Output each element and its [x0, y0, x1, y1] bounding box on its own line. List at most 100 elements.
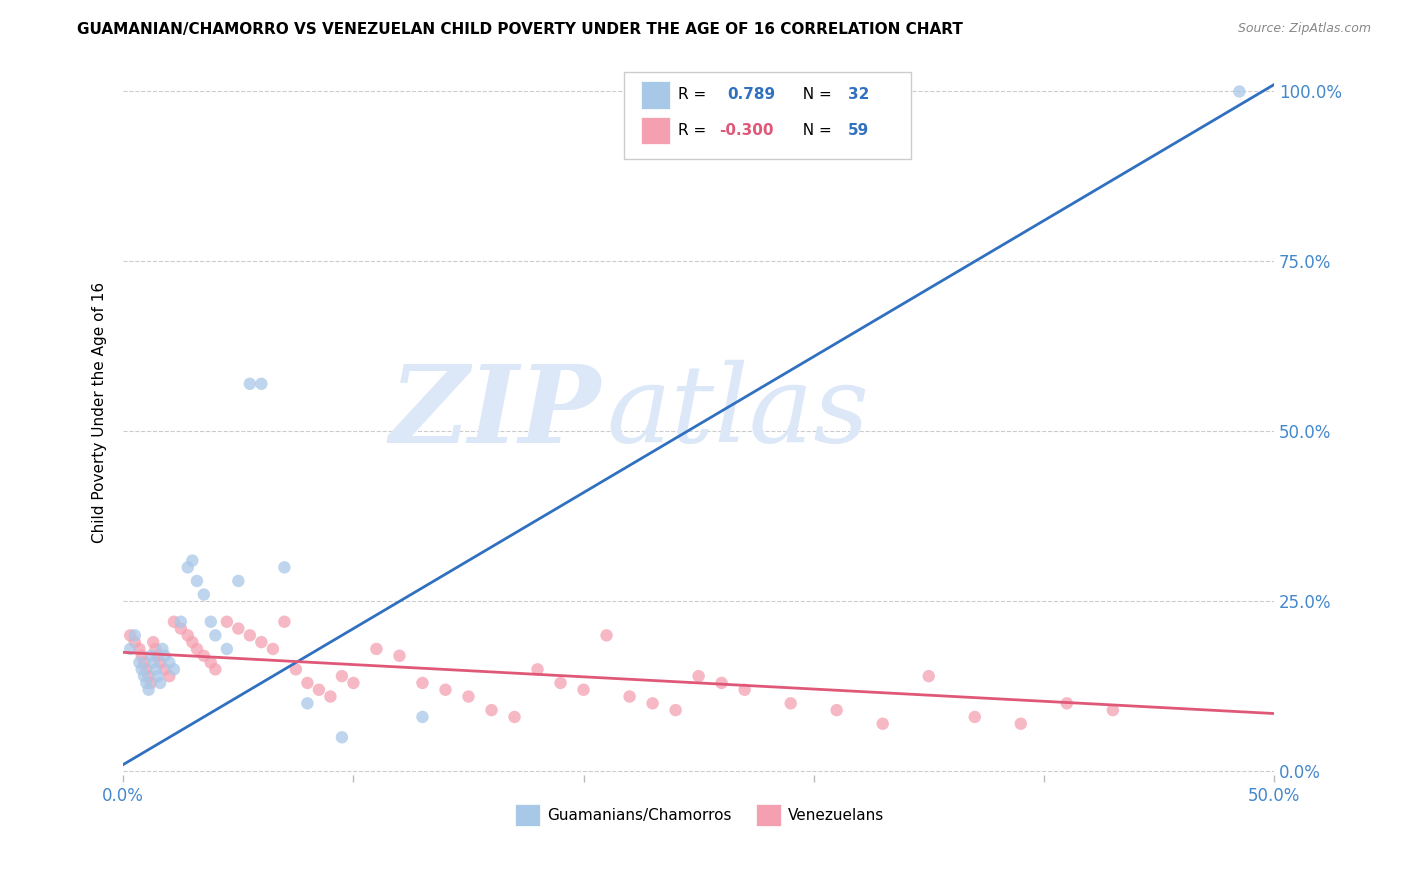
- Point: [1010, 716, 1032, 731]
- FancyBboxPatch shape: [624, 72, 911, 160]
- Point: [157, 656, 180, 670]
- Point: [411, 710, 433, 724]
- Text: atlas: atlas: [606, 360, 869, 466]
- Point: [149, 676, 172, 690]
- Point: [145, 642, 167, 657]
- Point: [132, 669, 155, 683]
- Text: Venezuelans: Venezuelans: [789, 808, 884, 822]
- Text: ZIP: ZIP: [389, 359, 600, 466]
- Point: [124, 628, 146, 642]
- Point: [330, 731, 353, 745]
- Point: [297, 696, 319, 710]
- Point: [239, 628, 262, 642]
- Point: [595, 628, 617, 642]
- Point: [142, 635, 165, 649]
- Point: [120, 628, 142, 642]
- Point: [228, 622, 250, 636]
- Text: N =: N =: [793, 87, 837, 103]
- Point: [319, 690, 342, 704]
- Point: [146, 648, 169, 663]
- Point: [872, 716, 894, 731]
- Point: [825, 703, 848, 717]
- Point: [262, 642, 284, 657]
- Point: [139, 648, 162, 663]
- Point: [204, 662, 226, 676]
- Point: [284, 662, 307, 676]
- Point: [170, 622, 193, 636]
- Point: [550, 676, 572, 690]
- FancyBboxPatch shape: [756, 805, 782, 826]
- Point: [918, 669, 941, 683]
- Point: [146, 669, 169, 683]
- Point: [411, 676, 433, 690]
- Point: [138, 669, 160, 683]
- Point: [177, 560, 200, 574]
- Point: [250, 635, 273, 649]
- Point: [186, 642, 208, 657]
- Point: [342, 676, 364, 690]
- Point: [228, 574, 250, 588]
- Point: [153, 662, 176, 676]
- Point: [526, 662, 548, 676]
- Point: [177, 628, 200, 642]
- Point: [193, 648, 215, 663]
- Point: [734, 682, 756, 697]
- Point: [330, 669, 353, 683]
- Point: [138, 682, 160, 697]
- Point: [688, 669, 710, 683]
- Point: [572, 682, 595, 697]
- Text: -0.300: -0.300: [720, 123, 773, 138]
- Text: Source: ZipAtlas.com: Source: ZipAtlas.com: [1237, 22, 1371, 36]
- Point: [170, 615, 193, 629]
- Point: [124, 635, 146, 649]
- Y-axis label: Child Poverty Under the Age of 16: Child Poverty Under the Age of 16: [93, 282, 107, 543]
- Point: [139, 676, 162, 690]
- Point: [181, 635, 204, 649]
- Point: [145, 662, 167, 676]
- Point: [186, 574, 208, 588]
- Point: [200, 656, 222, 670]
- Point: [120, 642, 142, 657]
- Point: [1229, 85, 1251, 99]
- Text: 0.789: 0.789: [727, 87, 776, 103]
- Point: [297, 676, 319, 690]
- Text: Guamanians/Chamorros: Guamanians/Chamorros: [547, 808, 731, 822]
- Point: [157, 669, 180, 683]
- FancyBboxPatch shape: [515, 805, 540, 826]
- Point: [128, 642, 150, 657]
- Point: [200, 615, 222, 629]
- Point: [1101, 703, 1123, 717]
- Point: [215, 642, 238, 657]
- Point: [135, 662, 157, 676]
- Point: [273, 615, 295, 629]
- Point: [128, 656, 150, 670]
- Point: [481, 703, 503, 717]
- Point: [710, 676, 733, 690]
- Point: [250, 376, 273, 391]
- Text: 32: 32: [848, 87, 869, 103]
- Point: [963, 710, 986, 724]
- FancyBboxPatch shape: [641, 81, 669, 109]
- Point: [132, 656, 155, 670]
- Point: [149, 656, 172, 670]
- Point: [163, 615, 186, 629]
- Text: GUAMANIAN/CHAMORRO VS VENEZUELAN CHILD POVERTY UNDER THE AGE OF 16 CORRELATION C: GUAMANIAN/CHAMORRO VS VENEZUELAN CHILD P…: [77, 22, 963, 37]
- Point: [153, 648, 176, 663]
- Point: [142, 656, 165, 670]
- Point: [181, 553, 204, 567]
- Point: [239, 376, 262, 391]
- Point: [204, 628, 226, 642]
- Point: [308, 682, 330, 697]
- Point: [131, 648, 153, 663]
- Point: [503, 710, 526, 724]
- Point: [193, 588, 215, 602]
- Point: [163, 662, 186, 676]
- Point: [641, 696, 664, 710]
- Point: [434, 682, 457, 697]
- Point: [619, 690, 641, 704]
- Point: [388, 648, 411, 663]
- Point: [135, 676, 157, 690]
- Point: [1056, 696, 1078, 710]
- Text: R =: R =: [678, 87, 716, 103]
- Point: [779, 696, 801, 710]
